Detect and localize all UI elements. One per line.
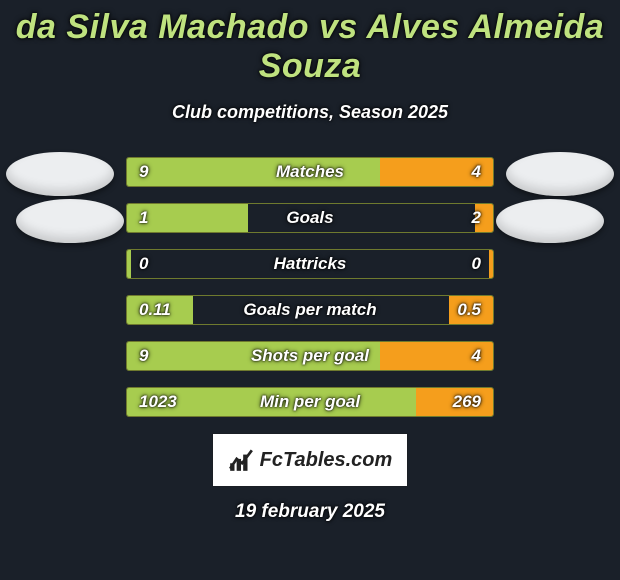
stat-row: 1023269Min per goal — [126, 387, 494, 417]
player-right-photo-placeholder — [506, 152, 614, 196]
stat-row: 00Hattricks — [126, 249, 494, 279]
stat-row: 94Shots per goal — [126, 341, 494, 371]
stat-label: Min per goal — [127, 388, 493, 416]
fctables-logo: FcTables.com — [212, 433, 408, 487]
title: da Silva Machado vs Alves Almeida Souza — [0, 0, 620, 86]
stat-label: Goals per match — [127, 296, 493, 324]
stat-label: Hattricks — [127, 250, 493, 278]
stat-bars: 94Matches 12Goals 00Hattricks 0.110.5Goals … — [126, 157, 494, 417]
club-left-logo-placeholder — [16, 199, 124, 243]
infographic-root: da Silva Machado vs Alves Almeida Souza … — [0, 0, 620, 580]
content: 94Matches 12Goals 00Hattricks 0.110.5Goals … — [0, 157, 620, 523]
stat-label: Shots per goal — [127, 342, 493, 370]
stat-row: 12Goals — [126, 203, 494, 233]
date: 19 february 2025 — [0, 501, 620, 523]
stat-row: 94Matches — [126, 157, 494, 187]
logo-text: FcTables.com — [260, 449, 393, 472]
subtitle: Club competitions, Season 2025 — [0, 102, 620, 123]
stat-label: Goals — [127, 204, 493, 232]
stat-row: 0.110.5Goals per match — [126, 295, 494, 325]
club-right-logo-placeholder — [496, 199, 604, 243]
player-left-photo-placeholder — [6, 152, 114, 196]
chart-icon — [228, 447, 254, 473]
stat-label: Matches — [127, 158, 493, 186]
